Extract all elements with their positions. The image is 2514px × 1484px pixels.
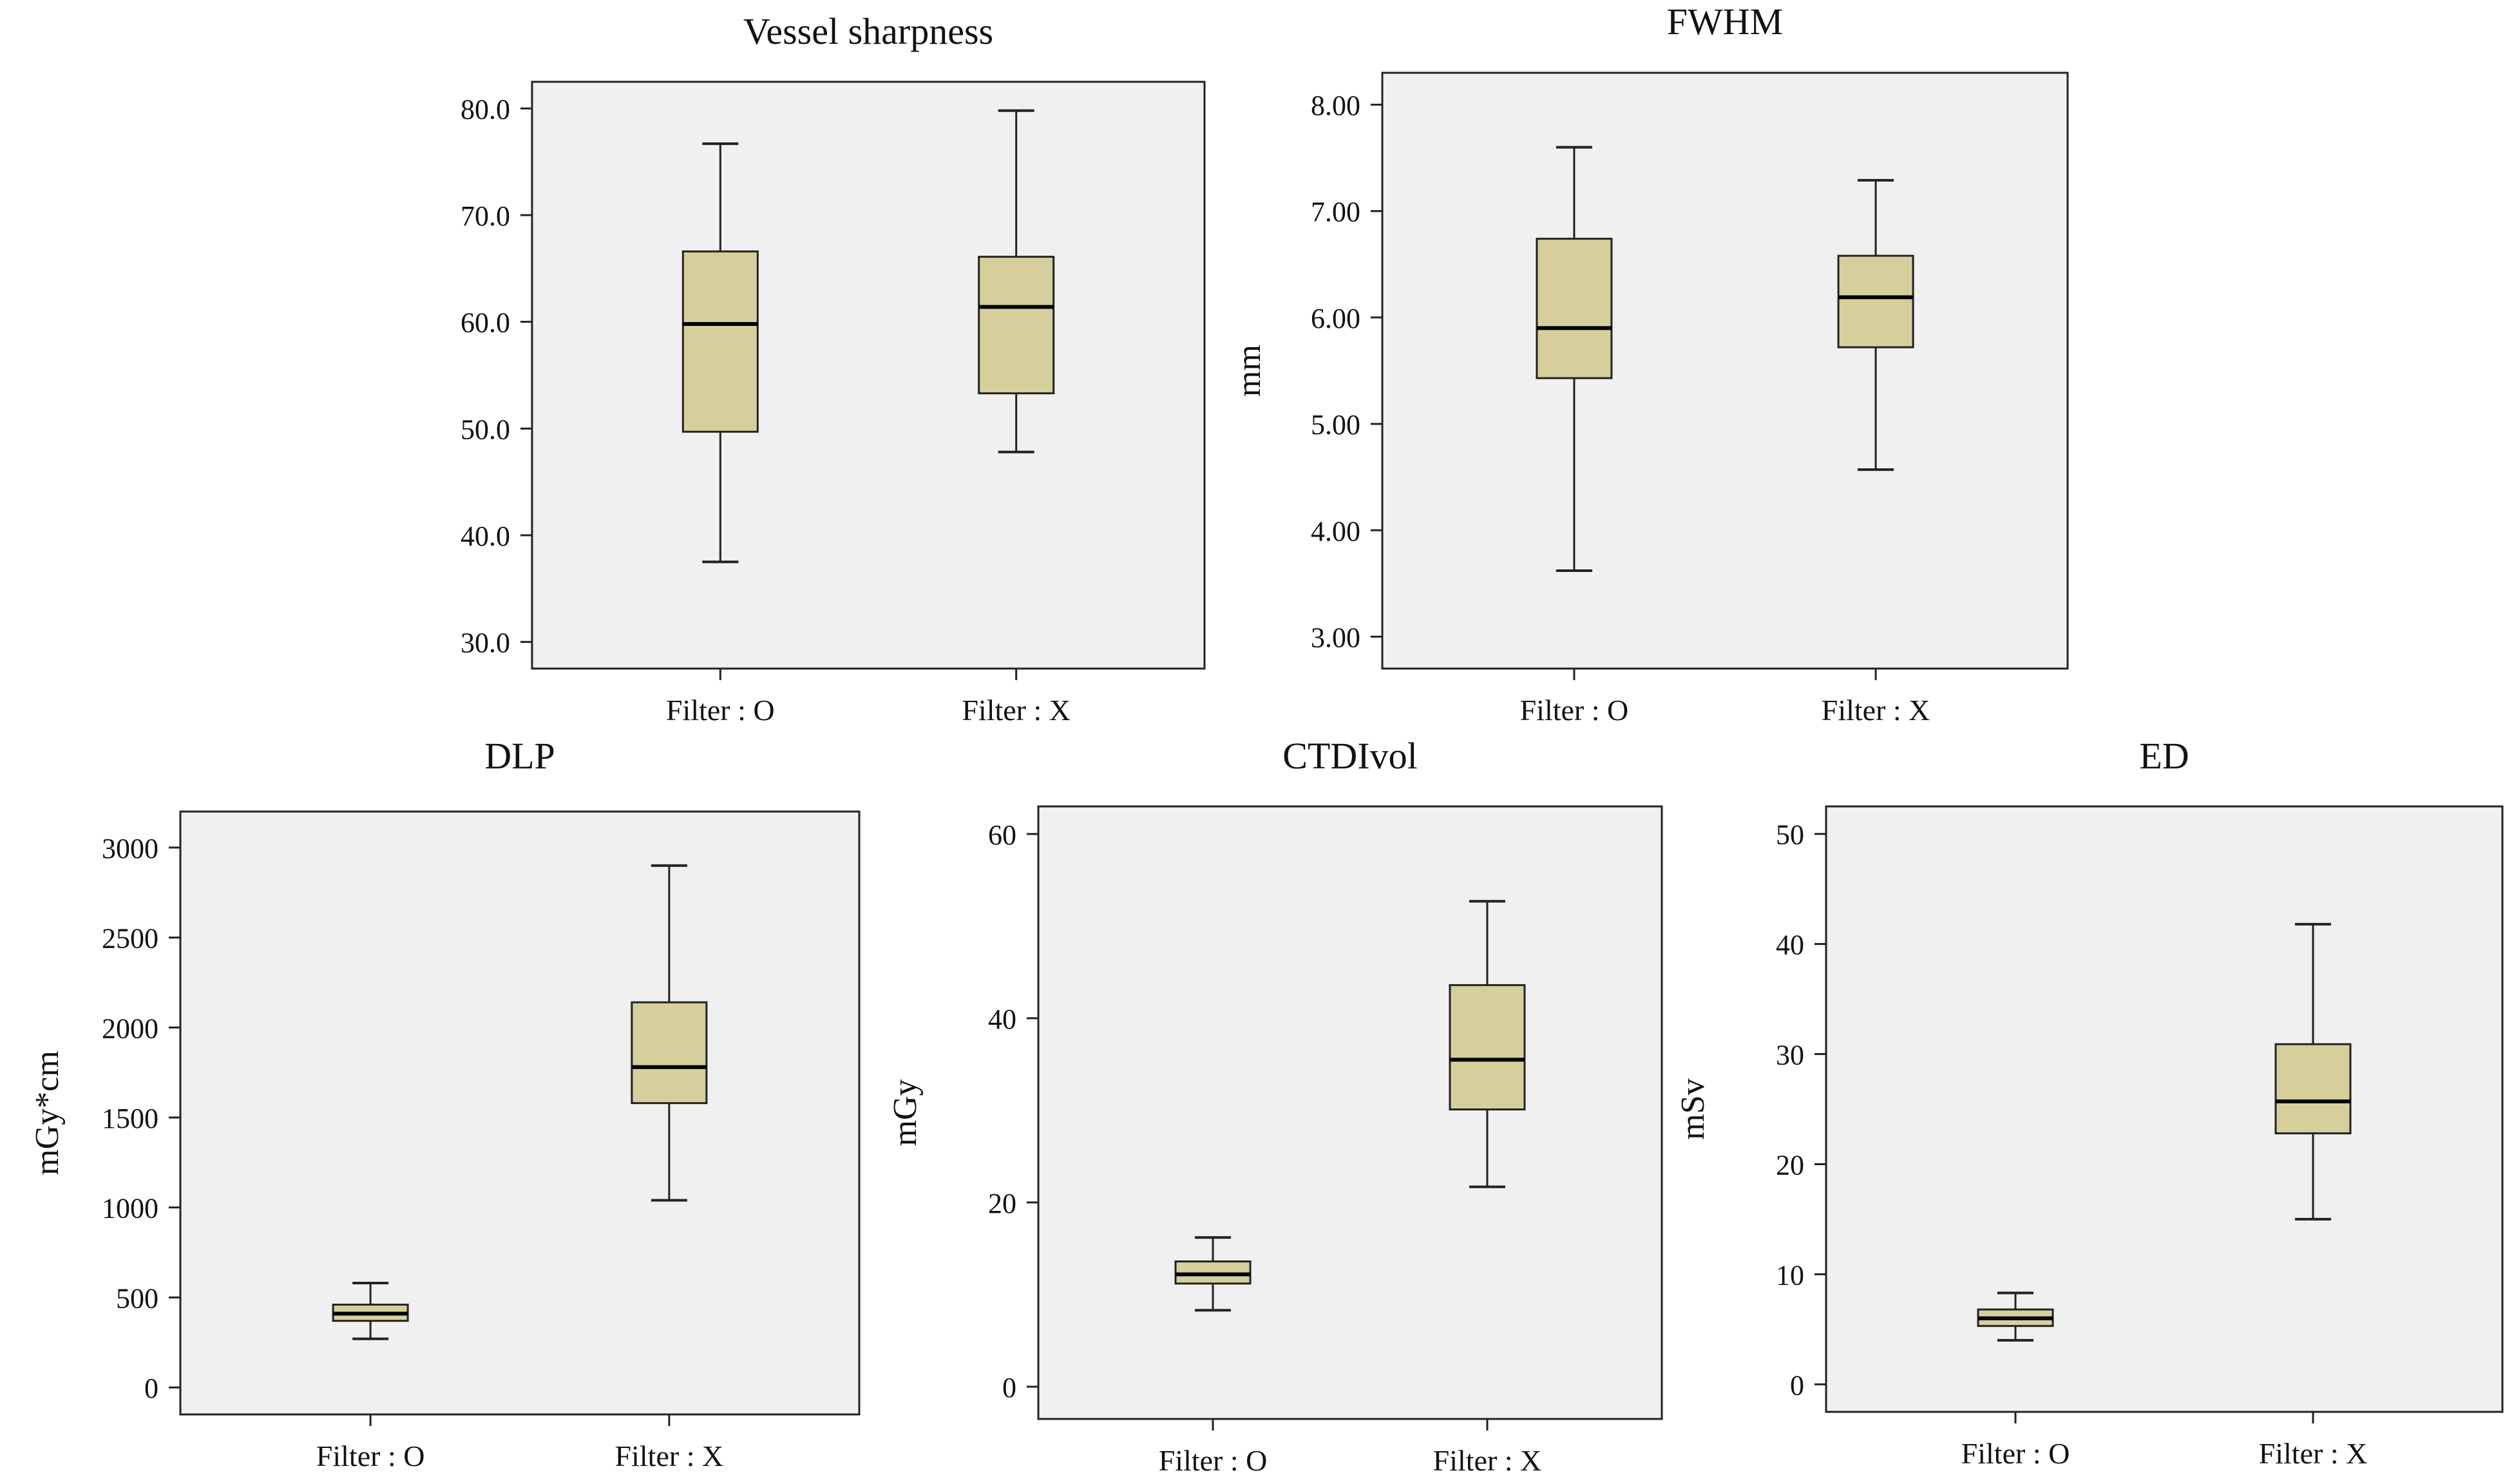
chart-vessel: Vessel sharpness 30.0 40.0 50.0 60.0 70.0 80.0… — [461, 10, 1206, 727]
box-iqr — [1837, 254, 1914, 348]
y-tick-label: 50.0 — [461, 414, 510, 445]
y-axis-label: mGy*cm — [29, 1051, 66, 1175]
x-tick-label: Filter : O — [1520, 694, 1629, 727]
y-tick-label: 2000 — [102, 1013, 158, 1044]
y-tick-label: 80.0 — [461, 93, 510, 125]
box-iqr — [2274, 1043, 2352, 1135]
y-tick-label: 30.0 — [461, 627, 510, 659]
y-tick-label: 40.0 — [461, 520, 510, 552]
y-tick-label: 2500 — [102, 923, 158, 955]
x-tick-label: Filter : X — [1433, 1444, 1542, 1477]
y-tick-label: 5.00 — [1311, 409, 1360, 441]
box-iqr — [681, 250, 759, 433]
plot-area — [1037, 805, 1663, 1420]
y-tick-label: 10 — [1776, 1259, 1804, 1291]
chart-ed: ED 0 10 20 30 40 50 mSv Filter : O Filter : X — [1675, 735, 2504, 1470]
chart-dlp: DLP 0 500 1000 1500 2000 2500 3000 mGy*cm Filter … — [29, 735, 861, 1472]
y-axis-label: mm — [1231, 345, 1268, 397]
y-tick-label: 7.00 — [1311, 196, 1360, 228]
chart-title: FWHM — [1667, 1, 1783, 43]
y-tick-label: 20 — [988, 1188, 1016, 1219]
chart-ctdi: CTDIvol 0 20 40 60 mGy Filter : O Filter : X — [887, 735, 1663, 1477]
y-tick-label: 40 — [988, 1004, 1016, 1035]
x-tick-label: Filter : O — [316, 1440, 425, 1472]
y-tick-label: 4.00 — [1311, 515, 1360, 547]
plot-area — [531, 81, 1206, 670]
chart-fwhm: FWHM 3.00 4.00 5.00 6.00 7.00 8.00 mm Filter : O… — [1231, 1, 2069, 727]
y-tick-label: 0 — [144, 1373, 158, 1404]
y-tick-label: 0 — [1002, 1372, 1016, 1403]
y-tick-label: 60 — [988, 819, 1016, 851]
plot-area — [1825, 805, 2504, 1413]
x-tick-label: Filter : X — [962, 694, 1071, 727]
y-tick-label: 0 — [1790, 1369, 1804, 1401]
y-tick-label: 70.0 — [461, 200, 510, 232]
box-iqr — [1536, 238, 1613, 379]
chart-title: CTDIvol — [1282, 735, 1417, 777]
box-iqr — [631, 1001, 708, 1105]
y-tick-label: 3.00 — [1311, 622, 1360, 653]
y-axis-label: mGy — [887, 1080, 924, 1146]
y-tick-label: 8.00 — [1311, 90, 1360, 122]
y-tick-label: 40 — [1776, 929, 1804, 961]
y-tick-label: 1000 — [102, 1193, 158, 1224]
chart-title: Vessel sharpness — [743, 10, 993, 52]
y-tick-label: 20 — [1776, 1149, 1804, 1181]
plot-area — [1381, 71, 2069, 670]
box-iqr — [1449, 984, 1526, 1110]
x-tick-label: Filter : O — [1961, 1437, 2070, 1470]
box-iqr — [978, 256, 1055, 395]
charts-layer: Vessel sharpness 30.0 40.0 50.0 60.0 70.0 80.0… — [29, 1, 2504, 1477]
chart-title: ED — [2139, 735, 2189, 777]
y-tick-label: 60.0 — [461, 307, 510, 339]
y-tick-label: 30 — [1776, 1040, 1804, 1071]
x-tick-label: Filter : O — [1159, 1444, 1268, 1477]
y-tick-label: 50 — [1776, 819, 1804, 851]
x-tick-label: Filter : X — [1822, 694, 1930, 727]
y-tick-label: 3000 — [102, 833, 158, 864]
y-tick-label: 1500 — [102, 1103, 158, 1134]
plot-area — [179, 810, 861, 1416]
y-tick-label: 500 — [116, 1282, 158, 1314]
y-tick-label: 6.00 — [1311, 303, 1360, 334]
x-tick-label: Filter : X — [2259, 1437, 2368, 1470]
x-tick-label: Filter : X — [615, 1440, 724, 1472]
y-axis-label: mSv — [1675, 1078, 1711, 1139]
chart-title: DLP — [484, 735, 555, 777]
x-tick-label: Filter : O — [666, 694, 775, 727]
